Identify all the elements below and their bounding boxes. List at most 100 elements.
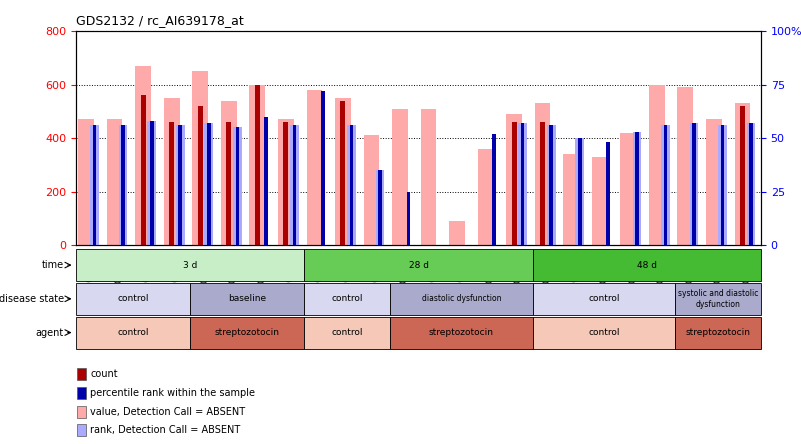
Text: control: control bbox=[588, 294, 620, 303]
Bar bbox=[122, 125, 125, 245]
Bar bbox=[93, 125, 96, 245]
Bar bbox=[255, 85, 260, 245]
Bar bbox=[233, 127, 242, 245]
Bar bbox=[77, 406, 87, 417]
Bar bbox=[135, 66, 151, 245]
Bar bbox=[506, 114, 522, 245]
Bar bbox=[633, 132, 641, 245]
Text: control: control bbox=[332, 294, 363, 303]
Bar bbox=[621, 133, 636, 245]
Bar bbox=[278, 119, 294, 245]
Bar bbox=[392, 109, 408, 245]
Bar bbox=[91, 125, 99, 245]
Bar bbox=[635, 132, 638, 245]
Bar bbox=[147, 121, 156, 245]
Bar bbox=[675, 283, 761, 315]
Text: streptozotocin: streptozotocin bbox=[686, 328, 751, 337]
Bar bbox=[535, 103, 550, 245]
Bar bbox=[119, 125, 127, 245]
Bar bbox=[192, 71, 208, 245]
Text: 48 d: 48 d bbox=[637, 261, 657, 270]
Bar bbox=[264, 117, 268, 245]
Bar bbox=[221, 101, 236, 245]
Bar bbox=[563, 154, 579, 245]
Bar bbox=[675, 317, 761, 349]
Bar bbox=[78, 119, 94, 245]
Bar bbox=[735, 103, 751, 245]
Bar bbox=[706, 119, 722, 245]
Text: GDS2132 / rc_AI639178_at: GDS2132 / rc_AI639178_at bbox=[76, 14, 244, 27]
Bar bbox=[721, 125, 724, 245]
Bar bbox=[164, 98, 179, 245]
Bar bbox=[493, 134, 496, 245]
Bar bbox=[198, 106, 203, 245]
Bar bbox=[747, 123, 755, 245]
Bar bbox=[141, 95, 146, 245]
Bar bbox=[335, 98, 351, 245]
Bar bbox=[592, 157, 608, 245]
Bar bbox=[477, 149, 493, 245]
Bar bbox=[692, 123, 696, 245]
Bar bbox=[107, 119, 123, 245]
Bar bbox=[290, 125, 299, 245]
Bar bbox=[533, 283, 675, 315]
Bar bbox=[740, 106, 745, 245]
Bar bbox=[77, 369, 87, 380]
Text: count: count bbox=[91, 369, 118, 379]
Text: 28 d: 28 d bbox=[409, 261, 429, 270]
Bar bbox=[512, 122, 517, 245]
Bar bbox=[77, 424, 87, 436]
Bar bbox=[304, 317, 390, 349]
Bar bbox=[749, 123, 753, 245]
Bar bbox=[663, 125, 667, 245]
Text: diastolic dysfunction: diastolic dysfunction bbox=[421, 294, 501, 303]
Bar bbox=[304, 249, 533, 281]
Bar bbox=[378, 170, 382, 245]
Bar bbox=[518, 123, 527, 245]
Bar bbox=[521, 123, 525, 245]
Bar bbox=[284, 122, 288, 245]
Bar bbox=[292, 125, 296, 245]
Bar bbox=[176, 125, 184, 245]
Bar bbox=[204, 123, 213, 245]
Bar bbox=[307, 90, 322, 245]
Bar bbox=[449, 221, 465, 245]
Bar bbox=[77, 387, 87, 399]
Bar bbox=[321, 91, 324, 245]
Text: control: control bbox=[588, 328, 620, 337]
Bar bbox=[235, 127, 239, 245]
Bar bbox=[533, 317, 675, 349]
Bar bbox=[678, 87, 693, 245]
Bar bbox=[207, 123, 211, 245]
Bar bbox=[304, 283, 390, 315]
Text: 3 d: 3 d bbox=[183, 261, 197, 270]
Bar bbox=[407, 192, 410, 245]
Bar bbox=[718, 125, 727, 245]
Bar bbox=[364, 135, 380, 245]
Bar bbox=[661, 125, 670, 245]
Bar bbox=[690, 123, 698, 245]
Bar bbox=[606, 143, 610, 245]
Text: systolic and diastolic
dysfunction: systolic and diastolic dysfunction bbox=[678, 289, 759, 309]
Bar bbox=[347, 125, 356, 245]
Text: disease state: disease state bbox=[0, 294, 64, 304]
Bar bbox=[549, 125, 553, 245]
Bar bbox=[150, 121, 154, 245]
Bar bbox=[390, 283, 533, 315]
Bar bbox=[421, 109, 437, 245]
Bar bbox=[179, 125, 182, 245]
Bar bbox=[76, 317, 191, 349]
Bar bbox=[76, 283, 191, 315]
Text: rank, Detection Call = ABSENT: rank, Detection Call = ABSENT bbox=[91, 425, 240, 435]
Bar bbox=[340, 101, 345, 245]
Bar bbox=[547, 125, 556, 245]
Text: agent: agent bbox=[36, 328, 64, 337]
Text: control: control bbox=[118, 294, 149, 303]
Text: control: control bbox=[332, 328, 363, 337]
Text: streptozotocin: streptozotocin bbox=[429, 328, 494, 337]
Bar bbox=[540, 122, 545, 245]
Bar bbox=[249, 85, 265, 245]
Text: percentile rank within the sample: percentile rank within the sample bbox=[91, 388, 256, 398]
Bar bbox=[191, 283, 304, 315]
Bar bbox=[390, 317, 533, 349]
